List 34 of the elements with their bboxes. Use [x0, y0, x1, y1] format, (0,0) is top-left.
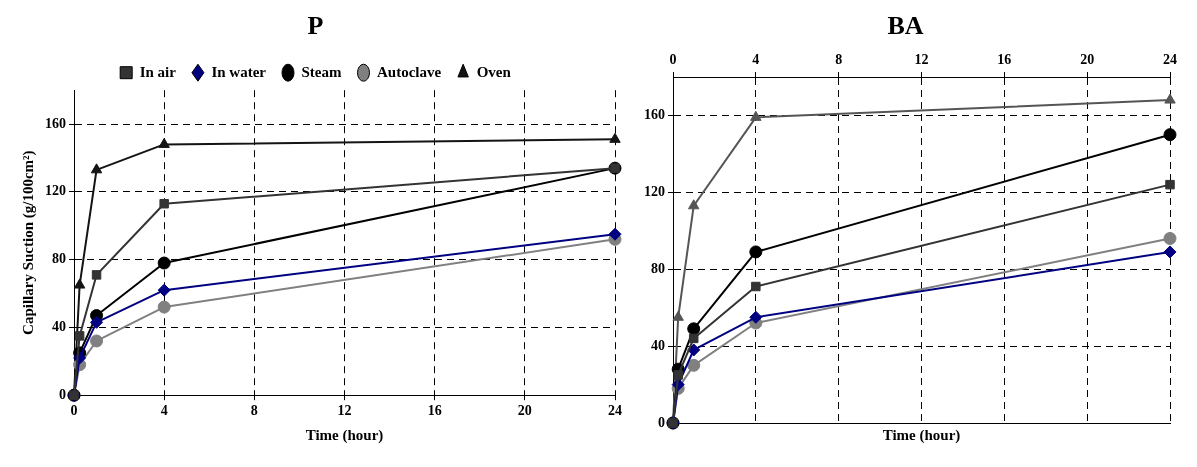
y-tick-label: 80 [52, 251, 66, 267]
x-tick-label: 4 [160, 403, 168, 419]
y-tick-label: 40 [52, 319, 66, 335]
y-tick-label: 160 [45, 115, 66, 131]
y-axis-title: Capillary Suction (g/100cm²) [19, 150, 37, 335]
y-tick-label: 120 [644, 183, 665, 199]
x-axis-title: Time (hour) [305, 426, 384, 444]
x-tick-label: 8 [250, 403, 258, 419]
x-tick-label: 8 [835, 52, 843, 68]
x-tick-label: 12 [337, 403, 352, 419]
legend-label: In air [139, 63, 177, 80]
chart-title: BA [887, 11, 924, 41]
y-tick-label: 40 [651, 337, 665, 353]
legend-label: Oven [476, 63, 512, 80]
y-tick-label: 160 [644, 107, 665, 123]
x-tick-label: 16 [997, 52, 1012, 68]
x-tick-label: 20 [517, 403, 532, 419]
x-tick-label: 0 [669, 52, 677, 68]
y-tick-label: 0 [658, 414, 665, 430]
x-tick-label: 0 [70, 403, 78, 419]
x-tick-label: 12 [914, 52, 929, 68]
x-tick-label: 24 [608, 403, 622, 419]
legend-label: In water [211, 63, 267, 80]
chart-title: P [307, 11, 324, 41]
y-tick-label: 0 [59, 386, 66, 402]
x-tick-label: 16 [427, 403, 442, 419]
legend-label: Steam [301, 63, 342, 80]
y-tick-label: 80 [651, 260, 665, 276]
y-tick-label: 120 [45, 183, 66, 199]
x-axis-title: Time (hour) [882, 426, 961, 444]
x-tick-label: 4 [752, 52, 760, 68]
x-tick-label: 24 [1163, 52, 1177, 68]
x-tick-label: 20 [1080, 52, 1095, 68]
legend-label: Autoclave [377, 63, 442, 80]
